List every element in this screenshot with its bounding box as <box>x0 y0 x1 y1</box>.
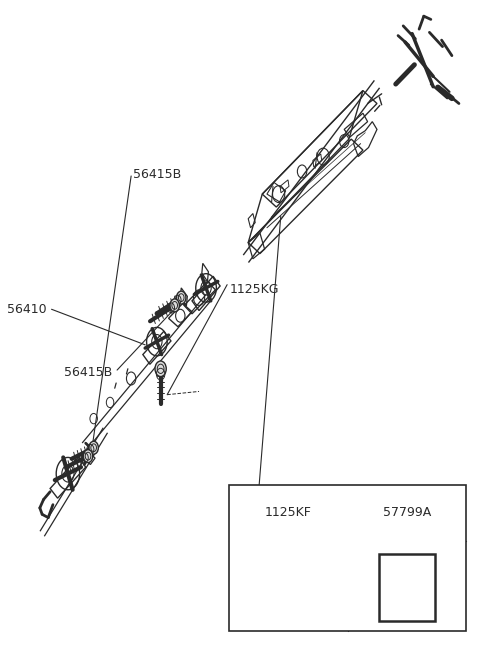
Circle shape <box>276 573 283 583</box>
Text: 1125KG: 1125KG <box>229 283 279 296</box>
Circle shape <box>177 291 186 304</box>
Circle shape <box>170 299 180 312</box>
Text: 56310: 56310 <box>238 501 277 514</box>
Circle shape <box>89 441 98 454</box>
Circle shape <box>277 574 290 591</box>
Circle shape <box>272 567 287 588</box>
Text: 56415B: 56415B <box>64 366 112 378</box>
Circle shape <box>84 450 93 463</box>
Text: 56415B: 56415B <box>133 168 182 181</box>
Circle shape <box>155 361 166 377</box>
Bar <box>229 485 466 631</box>
Text: 1125KF: 1125KF <box>265 507 312 520</box>
Text: 57799A: 57799A <box>383 507 431 520</box>
Text: 56410: 56410 <box>7 303 47 316</box>
Bar <box>379 554 435 621</box>
